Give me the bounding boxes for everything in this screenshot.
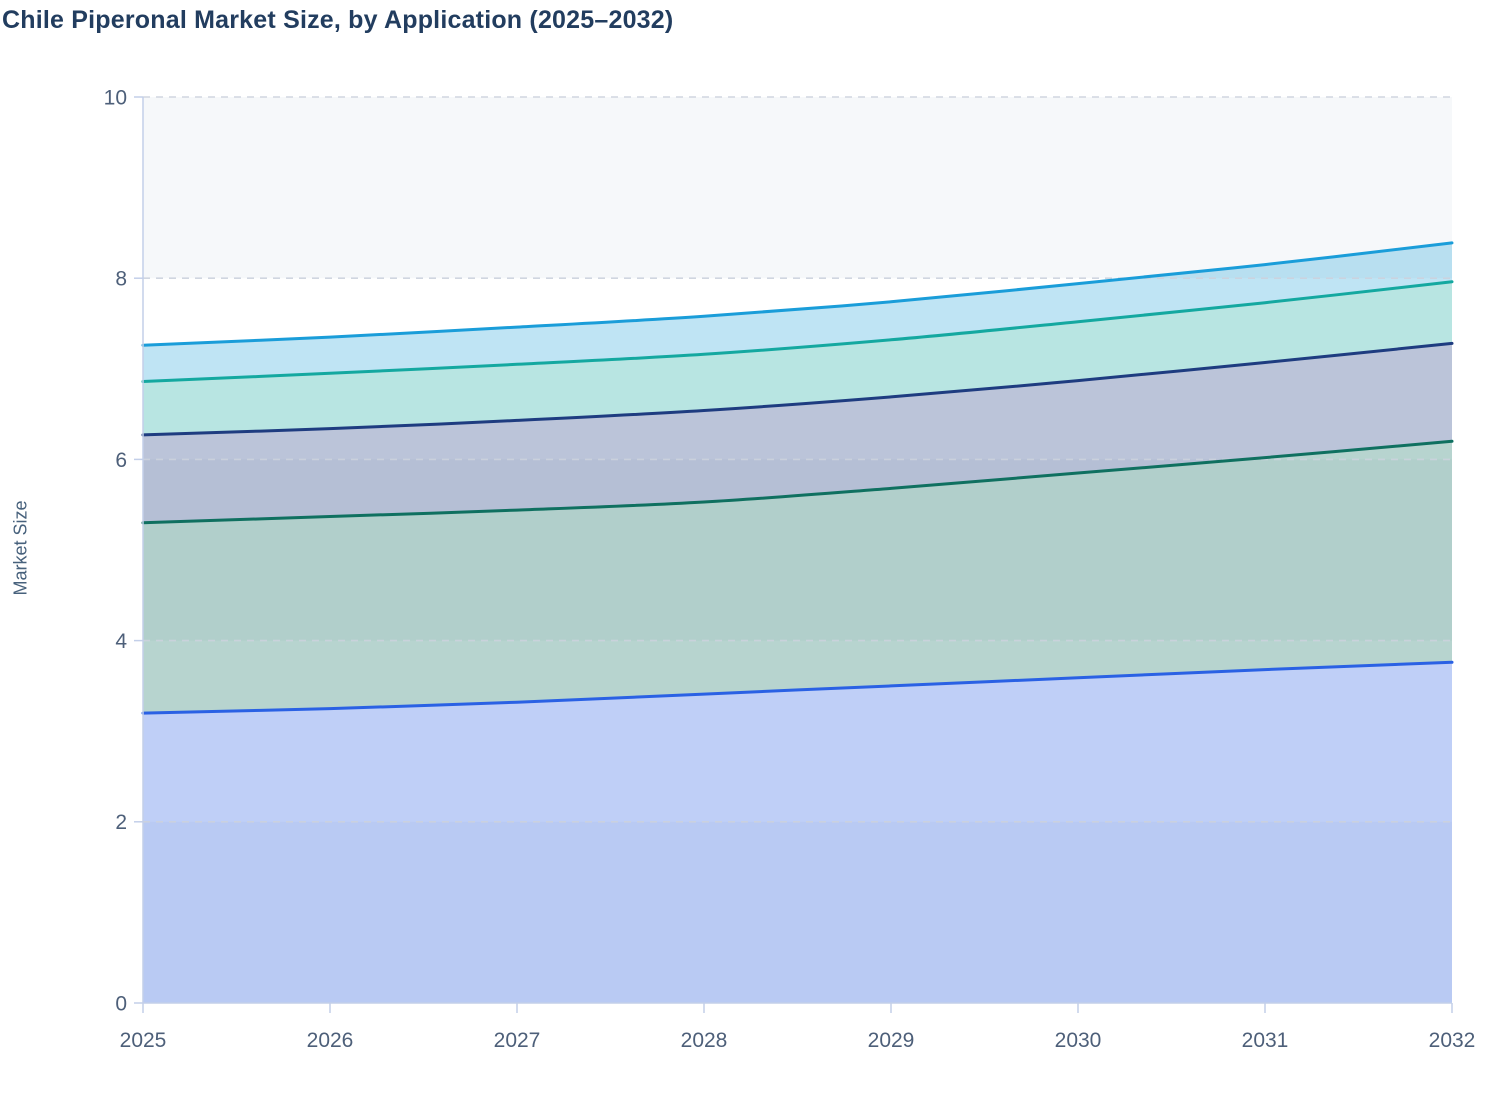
line-series-1: [141, 660, 1454, 715]
y-tick-label: 6: [115, 449, 127, 472]
area-series-1: [143, 662, 1452, 1003]
line-series-5: [141, 241, 1454, 347]
plot-band: [143, 459, 1452, 641]
plot-band: [143, 821, 1452, 1003]
area-series-4: [143, 281, 1452, 435]
line-series-4: [141, 280, 1454, 383]
x-tick-label: 2027: [494, 1029, 541, 1052]
plot-band: [143, 97, 1452, 279]
line-series-3: [141, 341, 1454, 437]
x-tick-label: 2025: [120, 1029, 167, 1052]
x-tick-label: 2032: [1429, 1029, 1476, 1052]
line-series-2: [141, 439, 1454, 525]
x-tick-label: 2026: [307, 1029, 354, 1052]
x-tick-label: 2028: [681, 1029, 728, 1052]
y-tick-label: 8: [115, 268, 127, 291]
y-tick-label: 2: [115, 811, 127, 834]
area-series-2: [143, 441, 1452, 714]
x-tick-label: 2029: [868, 1029, 915, 1052]
x-tick-label: 2030: [1055, 1029, 1102, 1052]
x-tick-label: 2031: [1242, 1029, 1289, 1052]
y-tick-label: 0: [115, 992, 127, 1015]
area-series-3: [143, 343, 1452, 523]
area-series-5: [143, 242, 1452, 382]
chart-title: Chile Piperonal Market Size, by Applicat…: [2, 6, 674, 34]
y-tick-label: 10: [104, 86, 127, 109]
y-tick-label: 4: [115, 630, 127, 653]
